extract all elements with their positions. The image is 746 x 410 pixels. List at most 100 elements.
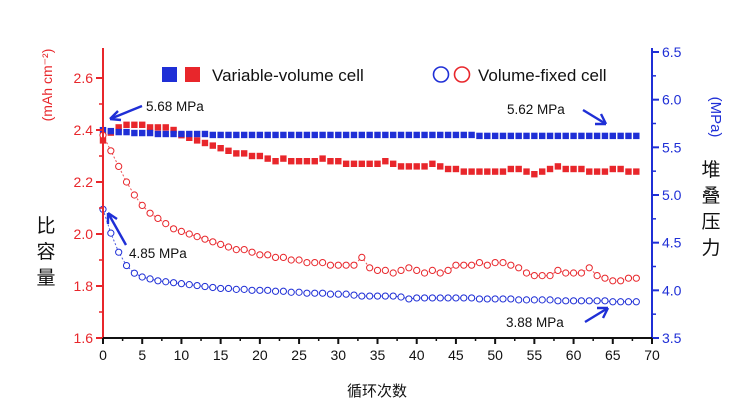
data-point [342, 290, 350, 298]
data-point [138, 273, 146, 281]
x-tick-label: 25 [291, 347, 307, 363]
data-point [569, 297, 578, 305]
y-axis-right-cn-title-char: 堆 [701, 159, 720, 181]
x-tick-label: 35 [370, 347, 386, 363]
series-3 [99, 205, 640, 306]
data-point [577, 269, 586, 277]
data-point [201, 139, 209, 147]
legend-marker-red-circle [453, 66, 471, 83]
x-tick-label: 65 [605, 347, 621, 363]
data-point [397, 131, 405, 139]
data-point [335, 131, 342, 139]
data-point [538, 296, 546, 304]
data-point [625, 132, 632, 140]
data-point [577, 297, 586, 305]
legend-label-variable-volume: Variable-volume cell [212, 66, 364, 85]
data-point [335, 158, 342, 165]
data-point [138, 201, 146, 209]
data-point [162, 220, 170, 228]
data-point [115, 124, 122, 131]
data-point [633, 168, 640, 175]
data-point [248, 248, 256, 256]
data-point [578, 132, 585, 140]
data-point [217, 284, 225, 293]
data-point [193, 137, 201, 144]
data-point [115, 248, 123, 256]
annotation-5-62-mpa: 5.62 MPa [507, 102, 565, 117]
data-point [225, 131, 232, 139]
annotation-4-85-mpa: 4.85 MPa [129, 246, 187, 261]
data-point [593, 272, 601, 280]
data-point [429, 160, 436, 167]
data-point [515, 264, 523, 272]
data-point [193, 130, 201, 138]
data-point [609, 277, 617, 285]
data-point [562, 132, 569, 140]
data-point [499, 259, 507, 267]
data-point [381, 292, 389, 300]
legend-label-volume-fixed: Volume-fixed cell [478, 66, 607, 85]
data-point [264, 251, 272, 259]
data-point [295, 158, 303, 165]
data-point [452, 261, 460, 269]
data-point [491, 132, 499, 140]
data-point [122, 261, 131, 270]
data-point [460, 131, 467, 139]
data-point [358, 131, 366, 139]
data-point [389, 131, 397, 139]
data-point [617, 277, 625, 285]
data-point [303, 289, 311, 297]
data-point [633, 132, 640, 140]
data-point [374, 131, 381, 139]
data-point [264, 286, 272, 294]
data-point [444, 165, 452, 173]
data-point [531, 171, 538, 178]
data-point [413, 131, 420, 139]
data-point [413, 266, 421, 274]
data-point [554, 163, 562, 170]
data-point [632, 274, 640, 282]
data-point [389, 292, 397, 300]
y-axis-right-cn-title-char: 叠 [701, 185, 720, 207]
data-point [625, 168, 632, 175]
data-point [382, 131, 389, 139]
data-point [279, 287, 287, 295]
annotations: 5.68 MPa 5.62 MPa 4.85 MPa 3.88 MPa [106, 99, 610, 330]
data-point [491, 168, 499, 175]
data-point [107, 147, 115, 155]
data-point [484, 168, 491, 175]
data-point [586, 132, 593, 140]
series-1 [99, 126, 640, 140]
data-point [319, 259, 327, 267]
axes: 1.6 1.8 2.0 2.2 2.4 2.6 3.5 4.0 4.5 5.0 5.5 6.0 6.5 0… [74, 44, 682, 363]
data-point [271, 253, 280, 261]
data-point [570, 132, 577, 140]
data-point [491, 259, 499, 267]
data-point [601, 168, 609, 175]
data-point [154, 130, 162, 138]
data-point [271, 287, 280, 295]
legend-marker-blue-circle [432, 66, 450, 83]
data-point [107, 127, 115, 135]
data-point [319, 289, 327, 297]
data-point [162, 278, 170, 286]
data-point [530, 296, 538, 304]
data-point [507, 295, 515, 303]
y-left-tick-label: 2.6 [74, 70, 94, 86]
data-point [382, 158, 389, 165]
data-point [452, 165, 460, 173]
data-point [287, 288, 295, 296]
data-point [507, 132, 515, 140]
data-point [256, 251, 264, 259]
x-tick-label: 20 [252, 347, 268, 363]
data-point [177, 227, 186, 235]
data-point [405, 163, 413, 170]
data-point [350, 261, 358, 269]
data-point [154, 214, 162, 222]
data-point [554, 132, 562, 140]
data-point [193, 281, 201, 290]
data-point [209, 283, 217, 292]
data-point [264, 131, 271, 139]
data-point [483, 261, 491, 269]
data-point [342, 131, 350, 139]
